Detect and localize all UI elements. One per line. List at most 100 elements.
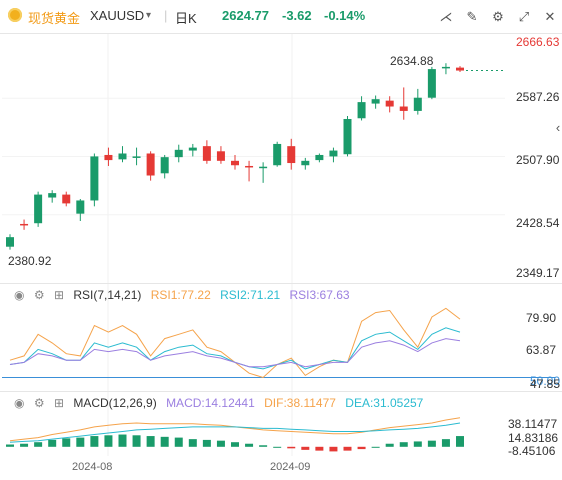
rsi-series-line [9,338,461,368]
macd-bar [90,436,99,447]
low-annotation: 2380.92 [8,254,52,268]
collapse-panel-icon[interactable]: ‹ [555,120,561,135]
macd-bar [188,439,197,447]
macd-tick-label: -8.45106 [508,444,556,458]
macd-bar [441,439,450,447]
current-price: 2624.77 [222,8,269,23]
candle-body [357,102,366,119]
macd-title: MACD(12,26,9) [73,396,157,410]
settings-icon[interactable]: ⚙ [33,396,45,410]
macd-legend: ◉ ⚙ ⊞ MACD(12,26,9) MACD:14.12441 DIF:38… [14,396,429,410]
macd-bar [329,446,338,452]
close-icon[interactable]: ✕ [544,9,556,24]
chevron-down-icon[interactable]: ▾ [146,10,152,21]
high-annotation: 2634.88 [390,54,434,68]
eye-icon[interactable]: ◉ [14,288,25,302]
draw-icon[interactable]: ✎ [466,9,478,24]
candle-body [6,237,14,247]
chart-header: 现货黄金 XAUUSD ▾ | 日K 2624.77 -3.62 -0.14% … [0,0,562,34]
y-tick-label: 2428.54 [516,216,560,230]
divider: | [164,8,168,23]
rsi-divider [0,283,562,284]
rsi-tick-label: 79.90 [526,311,557,325]
macd-bar [76,437,85,447]
y-tick-label: 2507.90 [516,153,560,167]
candle-body [174,149,183,158]
price-change: -3.62 [282,8,312,23]
price-change-pct: -0.14% [324,8,366,23]
eye-icon[interactable]: ◉ [14,396,25,410]
macd-bar [456,436,464,447]
candle-body [76,200,85,214]
candle-body [315,154,324,161]
candle-body [90,156,99,201]
candle-body [371,99,380,104]
candle-body [202,146,211,161]
candle-body [231,160,239,166]
candle-body [20,223,29,226]
compare-icon[interactable]: ⋌ [439,9,453,24]
macd-bar [315,446,324,451]
candle-body [287,146,296,164]
fullscreen-icon[interactable]: ⤢ [518,9,530,24]
candle-body [62,194,71,204]
instrument-symbol[interactable]: XAUUSD [90,8,145,23]
y-tick-label: 2349.17 [516,266,560,280]
macd-bar [174,437,183,447]
macd-bar [399,442,408,447]
macd-bar [118,434,127,447]
macd-bar [427,440,436,447]
macd-bar [413,441,422,447]
macd-bar [343,446,352,451]
macd-bar [273,446,282,448]
candle-body [48,193,57,198]
macd-bar [104,435,113,447]
settings-icon[interactable]: ⚙ [492,9,504,24]
rsi-series-line [9,307,461,379]
x-tick-label: 2024-09 [270,461,311,473]
candle-body [34,194,43,224]
macd-bar [245,443,254,447]
candle-body [427,69,436,98]
candle-body [104,154,113,161]
macd-bar [259,445,268,447]
macd-bar [34,442,43,447]
rsi-tick-label: 50.00 [530,374,561,388]
macd-tick-label: 14.83186 [508,431,559,445]
candle-body [188,147,197,151]
candle-body [259,166,268,169]
settings-icon[interactable]: ⚙ [33,288,45,302]
rsi-tick-label: 63.87 [526,343,557,357]
x-tick-label: 2024-08 [72,461,113,473]
instrument-name: 现货黄金 [28,11,81,26]
expand-icon[interactable]: ⊞ [53,288,64,302]
macd-bar [62,438,71,447]
candle-body [146,153,155,176]
rsi2-label: RSI2:71.21 [220,288,281,302]
macd-bar [48,439,57,447]
candle-body [132,156,141,158]
macd-bar [202,439,211,447]
gold-coin-icon [8,8,22,22]
rsi3-label: RSI3:67.63 [289,288,350,302]
header-divider [0,33,562,34]
dif-label: DIF:38.11477 [264,396,336,410]
macd-bar [357,446,366,450]
macd-bar [385,443,394,447]
dea-label: DEA:31.05257 [345,396,424,410]
candle-body [343,118,352,155]
macd-bar [287,446,296,449]
rsi-tick-label: 47.85 [530,377,561,391]
macd-bar [6,444,14,447]
macd-tick-label: 38.11477 [508,417,558,431]
rsi1-label: RSI1:77.22 [150,288,211,302]
period-selector[interactable]: 日K [175,11,197,26]
candle-body [216,151,225,161]
macd-series-line [9,417,461,442]
macd-bar [160,436,169,447]
macd-bar [20,443,29,447]
macd-bar [146,436,155,447]
candle-body [385,100,394,107]
expand-icon[interactable]: ⊞ [53,396,64,410]
